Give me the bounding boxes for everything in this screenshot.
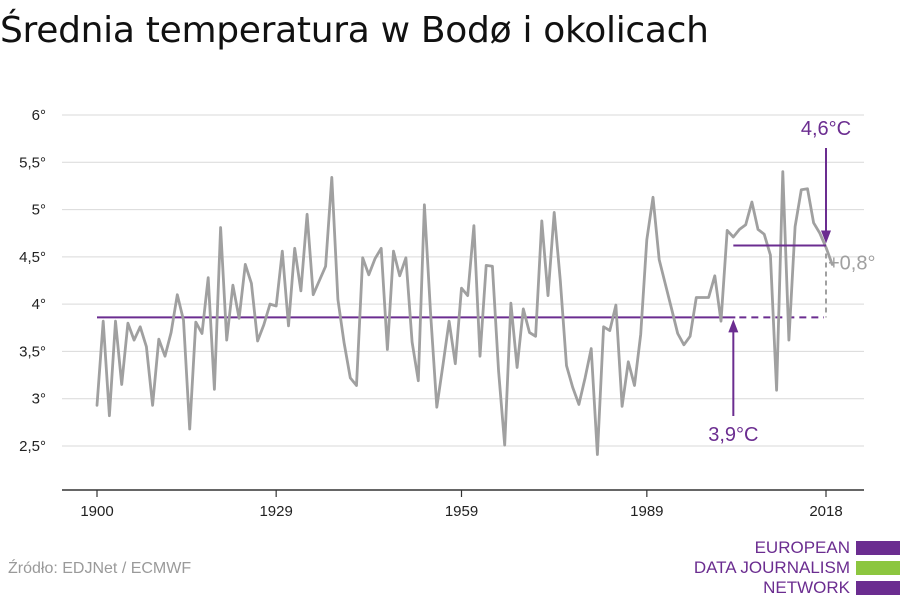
logo-bar-purple-top xyxy=(856,541,900,555)
logo-line-2: DATA JOURNALISM xyxy=(693,558,850,577)
recent-arrow-head xyxy=(821,230,831,244)
y-tick-label: 6° xyxy=(32,107,46,124)
baseline-annotation: 3,9°C xyxy=(97,316,824,446)
edjnet-logo: EUROPEAN DATA JOURNALISM NETWORK xyxy=(694,538,900,598)
temperature-series-line xyxy=(95,170,834,456)
difference-label: +0,8° xyxy=(828,253,875,275)
x-tick-label: 1929 xyxy=(259,503,292,520)
x-axis: 1900 1929 1959 1989 2018 xyxy=(62,489,864,520)
temperature-line-chart: 2,5° 3° 3,5° 4° 4,5° 5° 5,5° 6° 1900 1929 1959 198… xyxy=(19,107,875,520)
y-tick-label: 4° xyxy=(32,296,46,313)
baseline-mean-label: 3,9°C xyxy=(708,424,758,446)
y-tick-label: 3° xyxy=(32,391,46,408)
logo-bar-purple-bottom xyxy=(856,581,900,595)
recent-mean-label: 4,6°C xyxy=(801,118,851,140)
y-tick-label: 2,5° xyxy=(19,438,46,455)
x-tick-label: 1959 xyxy=(445,503,478,520)
x-tick-label: 1989 xyxy=(630,503,663,520)
baseline-arrow-head xyxy=(728,319,739,333)
logo-line-3: NETWORK xyxy=(763,578,850,597)
series-layer xyxy=(95,170,834,456)
chart-title: Średnia temperatura w Bodø i okolicach xyxy=(0,10,709,51)
x-tick-label: 2018 xyxy=(809,503,842,520)
source-note: Źródło: EDJNet / ECMWF xyxy=(8,560,192,577)
y-tick-label: 3,5° xyxy=(19,343,46,360)
y-tick-label: 5,5° xyxy=(19,154,46,171)
y-axis-tick-labels: 2,5° 3° 3,5° 4° 4,5° 5° 5,5° 6° xyxy=(19,107,46,455)
grid-lines xyxy=(62,114,864,447)
y-tick-label: 5° xyxy=(32,202,46,219)
x-tick-label: 1900 xyxy=(80,503,113,520)
recent-annotation: +0,8° 4,6°C xyxy=(733,118,875,318)
logo-line-1: EUROPEAN xyxy=(754,538,850,557)
y-tick-label: 4,5° xyxy=(19,249,46,266)
logo-bar-green xyxy=(856,561,900,575)
